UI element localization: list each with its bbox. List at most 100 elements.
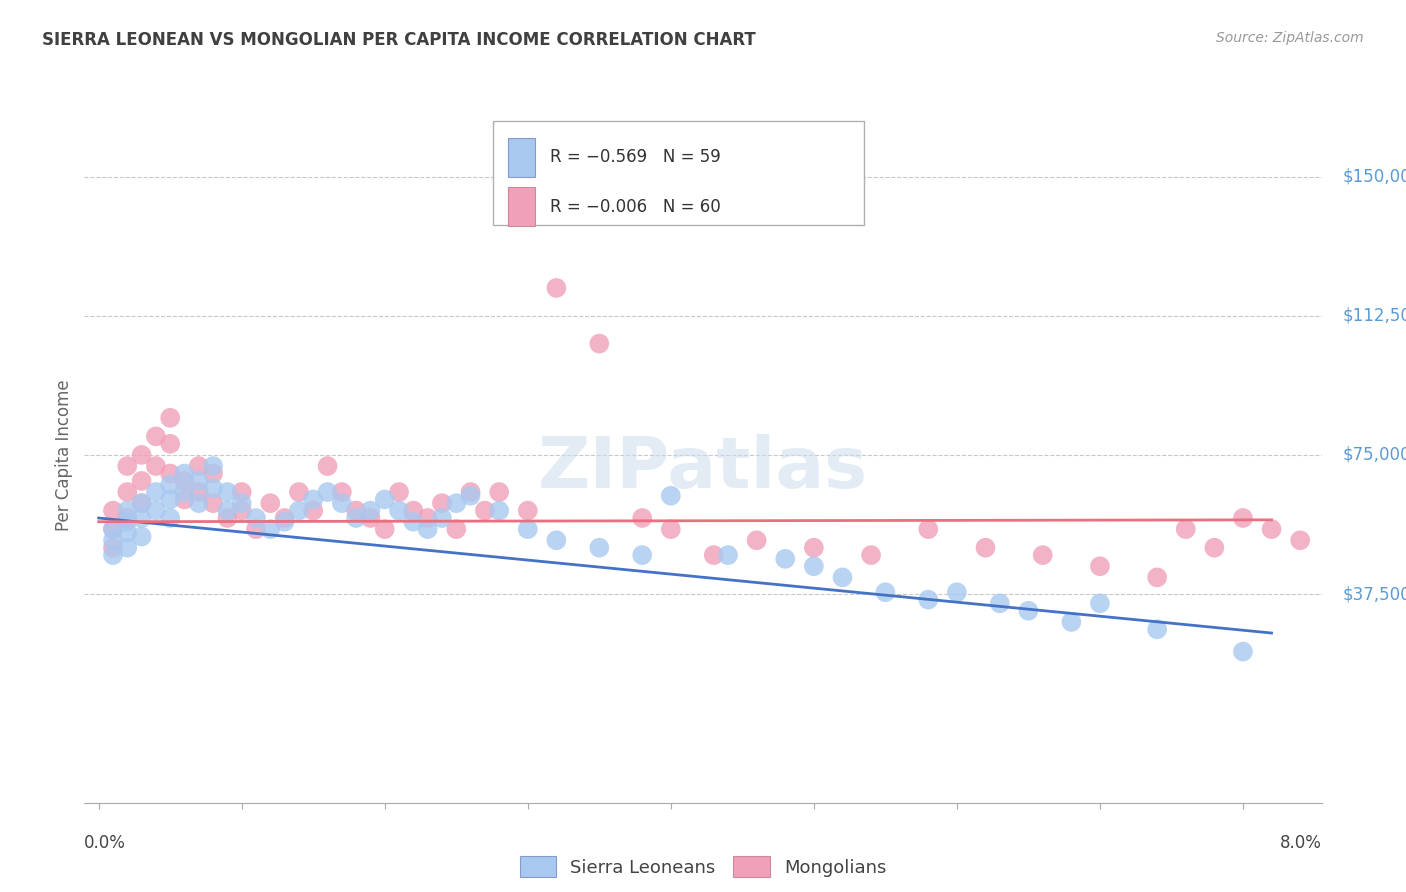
Point (416, 522, 439, 536)
Text: Source: ZipAtlas.com: Source: ZipAtlas.com (1216, 31, 1364, 45)
Text: 8.0%: 8.0% (1279, 834, 1322, 852)
Point (259, 496, 281, 510)
Point (173, 467, 195, 481)
Point (217, 485, 239, 500)
Point (202, 458, 225, 473)
Point (245, 522, 267, 536)
Point (1174, 522, 1197, 536)
Point (703, 548, 725, 562)
Text: R = −0.006   N = 60: R = −0.006 N = 60 (550, 197, 720, 216)
Point (474, 503, 496, 517)
Text: $37,500: $37,500 (1343, 585, 1406, 603)
Point (374, 492, 396, 507)
Point (402, 503, 425, 517)
Text: 0.0%: 0.0% (84, 834, 127, 852)
Point (101, 522, 124, 536)
Point (202, 481, 225, 495)
Point (359, 511, 381, 525)
Point (546, 533, 568, 548)
Point (1232, 644, 1254, 658)
Point (131, 496, 153, 510)
Point (460, 485, 482, 500)
Point (302, 492, 325, 507)
Point (831, 570, 853, 584)
Point (546, 281, 568, 295)
Point (745, 533, 768, 548)
Point (1232, 511, 1254, 525)
Point (117, 541, 139, 555)
Point (159, 410, 181, 425)
Point (187, 474, 209, 488)
Point (1146, 623, 1168, 637)
Point (302, 503, 325, 517)
Text: SIERRA LEONEAN VS MONGOLIAN PER CAPITA INCOME CORRELATION CHART: SIERRA LEONEAN VS MONGOLIAN PER CAPITA I… (42, 31, 756, 49)
Point (516, 522, 538, 536)
Point (974, 541, 997, 555)
Text: ZIPatlas: ZIPatlas (538, 434, 868, 503)
Point (131, 496, 153, 510)
Point (631, 511, 654, 525)
Point (1146, 570, 1168, 584)
Point (516, 503, 538, 517)
Point (917, 592, 939, 607)
Point (117, 511, 139, 525)
Point (159, 437, 181, 451)
Point (187, 485, 209, 500)
Point (460, 489, 482, 503)
Point (173, 492, 195, 507)
Point (101, 548, 124, 562)
Text: $75,000: $75,000 (1343, 446, 1406, 464)
Point (988, 596, 1011, 610)
Point (101, 522, 124, 536)
Y-axis label: Per Capita Income: Per Capita Income (55, 379, 73, 531)
Bar (508, 187, 534, 226)
Point (117, 485, 139, 500)
Point (145, 485, 167, 500)
Point (446, 522, 468, 536)
Point (202, 496, 225, 510)
Point (330, 496, 353, 510)
Point (273, 511, 295, 525)
Point (388, 503, 411, 517)
Point (187, 458, 209, 473)
Point (145, 429, 167, 443)
Point (173, 474, 195, 488)
Point (145, 503, 167, 517)
Point (717, 548, 740, 562)
Point (259, 522, 281, 536)
Point (860, 548, 883, 562)
Point (659, 522, 682, 536)
Point (588, 541, 610, 555)
Point (402, 515, 425, 529)
Text: $150,000: $150,000 (1343, 168, 1406, 186)
Point (344, 503, 367, 517)
Point (117, 503, 139, 517)
Point (374, 522, 396, 536)
Bar (508, 138, 534, 177)
Point (1088, 596, 1111, 610)
Point (117, 515, 139, 529)
Point (131, 511, 153, 525)
Point (1260, 522, 1282, 536)
Point (273, 515, 295, 529)
Point (1060, 615, 1083, 629)
Point (173, 485, 195, 500)
Point (131, 530, 153, 544)
Point (231, 496, 253, 510)
Point (773, 551, 796, 566)
Point (1032, 548, 1054, 562)
Point (145, 458, 167, 473)
Point (446, 496, 468, 510)
Point (488, 503, 510, 517)
Point (659, 489, 682, 503)
Point (231, 503, 253, 517)
Point (1017, 604, 1039, 618)
Point (217, 503, 239, 517)
Point (159, 467, 181, 481)
Text: R = −0.569   N = 59: R = −0.569 N = 59 (550, 148, 720, 167)
Point (288, 485, 311, 500)
Point (917, 522, 939, 536)
Point (117, 525, 139, 540)
Text: $112,500: $112,500 (1343, 307, 1406, 325)
Point (159, 477, 181, 491)
